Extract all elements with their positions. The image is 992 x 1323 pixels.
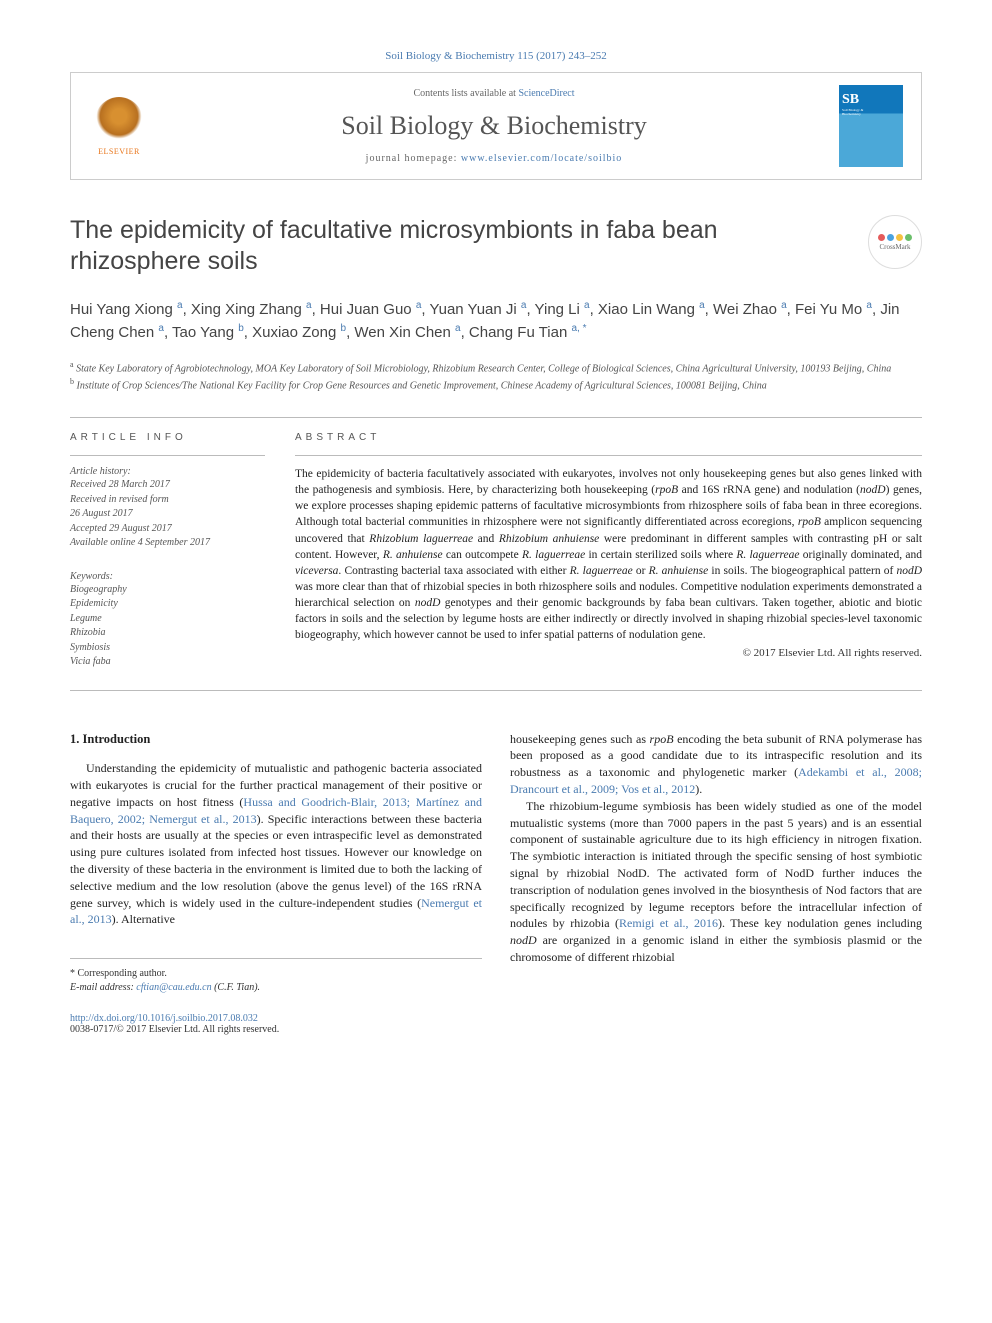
keyword: Symbiosis — [70, 641, 265, 656]
journal-cover-thumbnail: SB Soil Biology & Biochemistry — [839, 85, 903, 167]
crossmark-dot — [896, 234, 903, 241]
elsevier-tree-icon — [95, 97, 143, 145]
journal-header: ELSEVIER Contents lists available at Sci… — [70, 72, 922, 180]
keyword: Epidemicity — [70, 597, 265, 612]
keyword: Biogeography — [70, 583, 265, 598]
journal-homepage-link[interactable]: www.elsevier.com/locate/soilbio — [461, 153, 622, 164]
history-line: Received 28 March 2017 — [70, 478, 265, 493]
affiliation: b Institute of Crop Sciences/The Nationa… — [70, 376, 922, 393]
body-paragraph: The rhizobium-legume symbiosis has been … — [510, 798, 922, 966]
doi-link[interactable]: http://dx.doi.org/10.1016/j.soilbio.2017… — [70, 1013, 258, 1024]
crossmark-dot — [878, 234, 885, 241]
affiliation: a State Key Laboratory of Agrobiotechnol… — [70, 359, 922, 376]
cover-abbrev: SB — [842, 92, 900, 108]
corresponding-email-link[interactable]: cftian@cau.edu.cn — [136, 982, 211, 993]
author-list: Hui Yang Xiong a, Xing Xing Zhang a, Hui… — [70, 298, 922, 345]
crossmark-dot — [905, 234, 912, 241]
article-title: The epidemicity of facultative microsymb… — [70, 215, 853, 278]
publisher-logo: ELSEVIER — [89, 94, 149, 159]
affiliations: a State Key Laboratory of Agrobiotechnol… — [70, 359, 922, 394]
abstract-column: ABSTRACT The epidemicity of bacteria fac… — [295, 432, 922, 670]
abstract-body: The epidemicity of bacteria facultativel… — [295, 466, 922, 643]
body-col-right: housekeeping genes such as rpoB encoding… — [510, 731, 922, 995]
email-label: E-mail address: — [70, 982, 134, 993]
history-line: Available online 4 September 2017 — [70, 536, 265, 551]
keywords-label: Keywords: — [70, 571, 265, 582]
crossmark-badge[interactable]: CrossMark — [868, 215, 922, 269]
body-paragraph: Understanding the epidemicity of mutuali… — [70, 760, 482, 928]
keyword: Rhizobia — [70, 626, 265, 641]
body-col-left: 1. Introduction Understanding the epidem… — [70, 731, 482, 995]
homepage-prefix: journal homepage: — [366, 153, 461, 164]
cover-sub2: Biochemistry — [842, 112, 900, 116]
article-history-label: Article history: — [70, 466, 265, 477]
crossmark-dots — [878, 234, 912, 241]
history-line: 26 August 2017 — [70, 507, 265, 522]
journal-name: Soil Biology & Biochemistry — [167, 111, 821, 141]
issn-copyright-line: 0038-0717/© 2017 Elsevier Ltd. All right… — [70, 1024, 922, 1035]
keyword: Vicia faba — [70, 655, 265, 670]
abstract-copyright: © 2017 Elsevier Ltd. All rights reserved… — [295, 647, 922, 659]
top-citation: Soil Biology & Biochemistry 115 (2017) 2… — [70, 50, 922, 62]
section-heading: 1. Introduction — [70, 731, 482, 749]
article-info-column: ARTICLE INFO Article history: Received 2… — [70, 432, 265, 670]
article-info-heading: ARTICLE INFO — [70, 432, 265, 443]
body-paragraph: housekeeping genes such as rpoB encoding… — [510, 731, 922, 798]
corresponding-name: (C.F. Tian). — [214, 982, 260, 993]
crossmark-dot — [887, 234, 894, 241]
journal-homepage-line: journal homepage: www.elsevier.com/locat… — [167, 153, 821, 164]
publisher-logo-label: ELSEVIER — [98, 147, 140, 156]
corresponding-author-footer: * Corresponding author. E-mail address: … — [70, 958, 482, 995]
sciencedirect-link[interactable]: ScienceDirect — [518, 88, 574, 99]
crossmark-label: CrossMark — [879, 243, 910, 251]
contents-lists-prefix: Contents lists available at — [413, 88, 518, 99]
contents-lists-line: Contents lists available at ScienceDirec… — [167, 88, 821, 99]
history-line: Received in revised form — [70, 493, 265, 508]
body-two-columns: 1. Introduction Understanding the epidem… — [70, 731, 922, 995]
keyword: Legume — [70, 612, 265, 627]
history-line: Accepted 29 August 2017 — [70, 522, 265, 537]
abstract-heading: ABSTRACT — [295, 432, 922, 443]
doi-line: http://dx.doi.org/10.1016/j.soilbio.2017… — [70, 1013, 922, 1024]
